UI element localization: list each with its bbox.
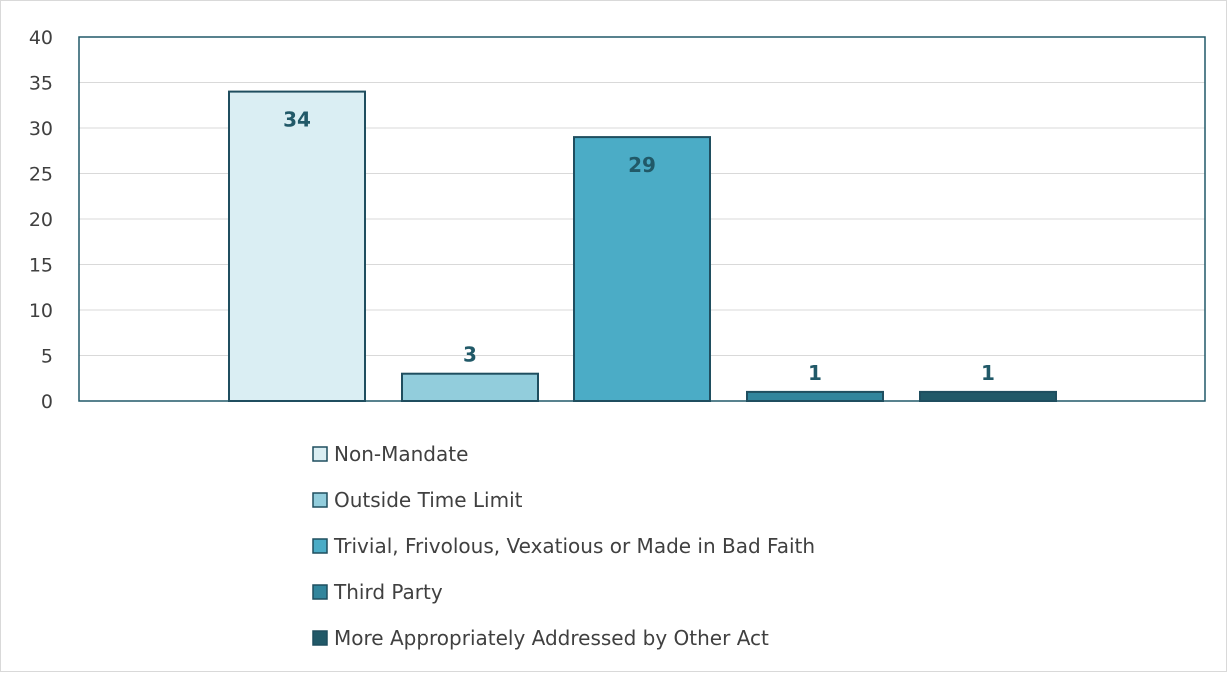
legend-swatch (312, 492, 328, 508)
y-tick-label: 20 (29, 209, 53, 231)
bar (401, 372, 539, 403)
data-label: 3 (463, 343, 477, 367)
y-tick-label: 35 (29, 73, 53, 95)
y-tick-label: 25 (29, 164, 53, 186)
legend-label: Third Party (333, 580, 443, 604)
data-label: 34 (283, 108, 311, 132)
legend-swatch (312, 584, 328, 600)
y-tick-label: 0 (41, 391, 53, 413)
bar (228, 90, 366, 402)
y-tick-label: 15 (29, 255, 53, 277)
legend-swatch (312, 538, 328, 554)
y-tick-label: 40 (29, 27, 53, 49)
legend-label: Trivial, Frivolous, Vexatious or Made in… (333, 534, 815, 558)
legend-swatch (312, 630, 328, 646)
y-tick-label: 10 (29, 300, 53, 322)
legend-swatch (312, 446, 328, 462)
data-label: 29 (628, 153, 656, 177)
bar (573, 136, 711, 402)
legend-label: More Appropriately Addressed by Other Ac… (334, 626, 769, 650)
legend-label: Outside Time Limit (334, 488, 523, 512)
y-tick-label: 30 (29, 118, 53, 140)
legend-label: Non-Mandate (334, 442, 468, 466)
y-tick-label: 5 (41, 346, 53, 368)
bar (746, 390, 884, 402)
data-label: 1 (981, 361, 995, 385)
bar (919, 390, 1057, 402)
data-label: 1 (808, 361, 822, 385)
